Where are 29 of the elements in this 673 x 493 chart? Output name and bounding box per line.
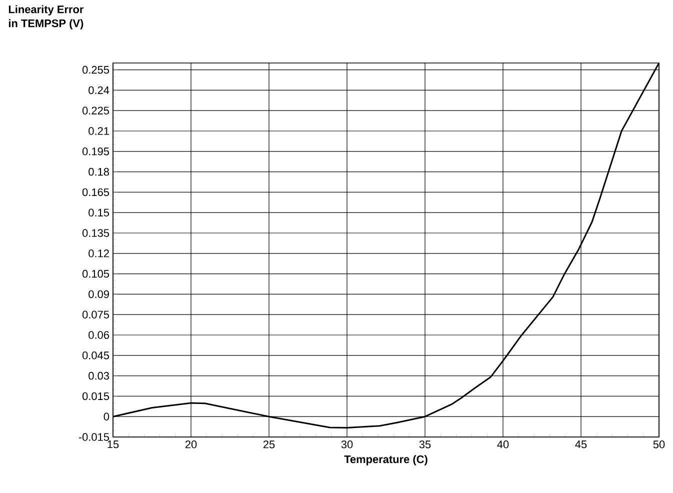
y-tick-label: 0.06 (88, 331, 109, 339)
y-tick-label: 0.195 (82, 148, 110, 156)
y-tick-label: 0.09 (88, 290, 109, 298)
y-tick-label: 0.12 (88, 250, 109, 258)
x-tick-label: 40 (497, 440, 509, 448)
y-tick-label: 0.135 (82, 229, 110, 237)
y-tick-label: 0.24 (88, 86, 110, 94)
y-tick-label: 0.255 (82, 66, 110, 74)
x-tick-label: 25 (263, 440, 275, 448)
y-tick-label: 0.21 (88, 127, 109, 135)
y-tick-label: 0.075 (82, 310, 110, 318)
y-tick-label: 0.105 (82, 270, 110, 278)
x-tick-label: 15 (108, 440, 119, 448)
y-tick-label: 0.225 (82, 106, 110, 114)
y-tick-label: 0.03 (88, 372, 109, 380)
y-tick-label: 0.015 (82, 392, 110, 400)
y-tick-label: 0.15 (88, 208, 110, 216)
x-tick-label: 50 (653, 440, 665, 448)
x-tick-label: 20 (185, 440, 197, 448)
y-tick-label: 0 (104, 412, 110, 420)
y-tick-label: 0.165 (82, 188, 110, 196)
x-tick-label: 35 (419, 440, 431, 448)
y-axis-title: Linearity Error in TEMPSP (V) (8, 5, 84, 30)
y-tick-label: 0.045 (82, 352, 110, 360)
y-tick-label: 0.18 (88, 168, 109, 176)
y-tick-label: -0.015 (78, 433, 110, 441)
x-axis-title: Temperature (C) (344, 455, 428, 466)
x-tick-label: 30 (341, 440, 353, 448)
x-tick-label: 45 (575, 440, 587, 448)
